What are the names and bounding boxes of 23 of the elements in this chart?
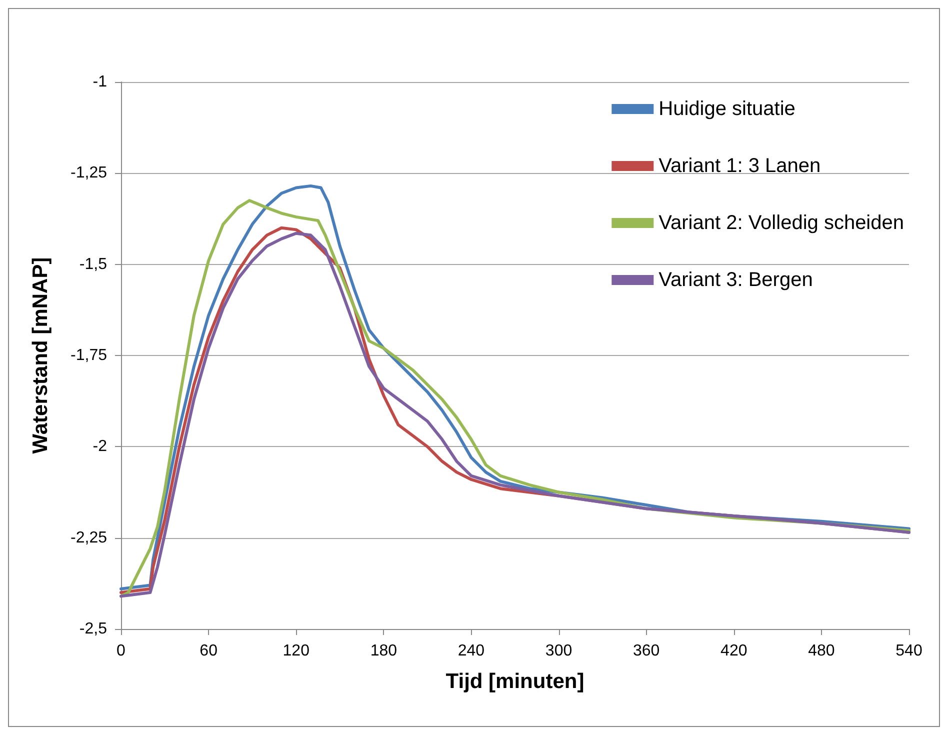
legend-label: Variant 2: Volledig scheiden bbox=[658, 212, 904, 234]
y-tick-label: -1 bbox=[92, 74, 108, 90]
y-tick-label: -1,25 bbox=[70, 164, 108, 182]
x-tick-label: 480 bbox=[808, 642, 835, 660]
x-tick-label: 420 bbox=[720, 642, 748, 660]
x-tick-label: 240 bbox=[458, 642, 485, 660]
x-tick-label: 60 bbox=[200, 642, 218, 660]
y-tick-label: -2,5 bbox=[79, 620, 108, 638]
y-tick-label: -2,25 bbox=[70, 529, 108, 546]
legend-label: Huidige situatie bbox=[658, 98, 796, 120]
x-axis-title: Tijd [minuten] bbox=[446, 670, 584, 693]
y-tick-label: -1,5 bbox=[79, 256, 108, 273]
x-tick-label: 0 bbox=[116, 642, 126, 660]
x-tick-label: 180 bbox=[370, 642, 398, 660]
x-tick-label: 120 bbox=[282, 642, 310, 660]
x-tick-label: 360 bbox=[632, 642, 660, 660]
legend-label: Variant 1: 3 Lanen bbox=[658, 155, 821, 177]
x-tick-label: 300 bbox=[545, 642, 572, 660]
y-tick-label: -1,75 bbox=[70, 347, 108, 364]
legend-label: Variant 3: Bergen bbox=[658, 269, 813, 291]
y-tick-label: -2 bbox=[92, 438, 108, 456]
y-axis-title: Waterstand [mNAP] bbox=[29, 257, 52, 454]
x-tick-label: 540 bbox=[896, 642, 922, 660]
